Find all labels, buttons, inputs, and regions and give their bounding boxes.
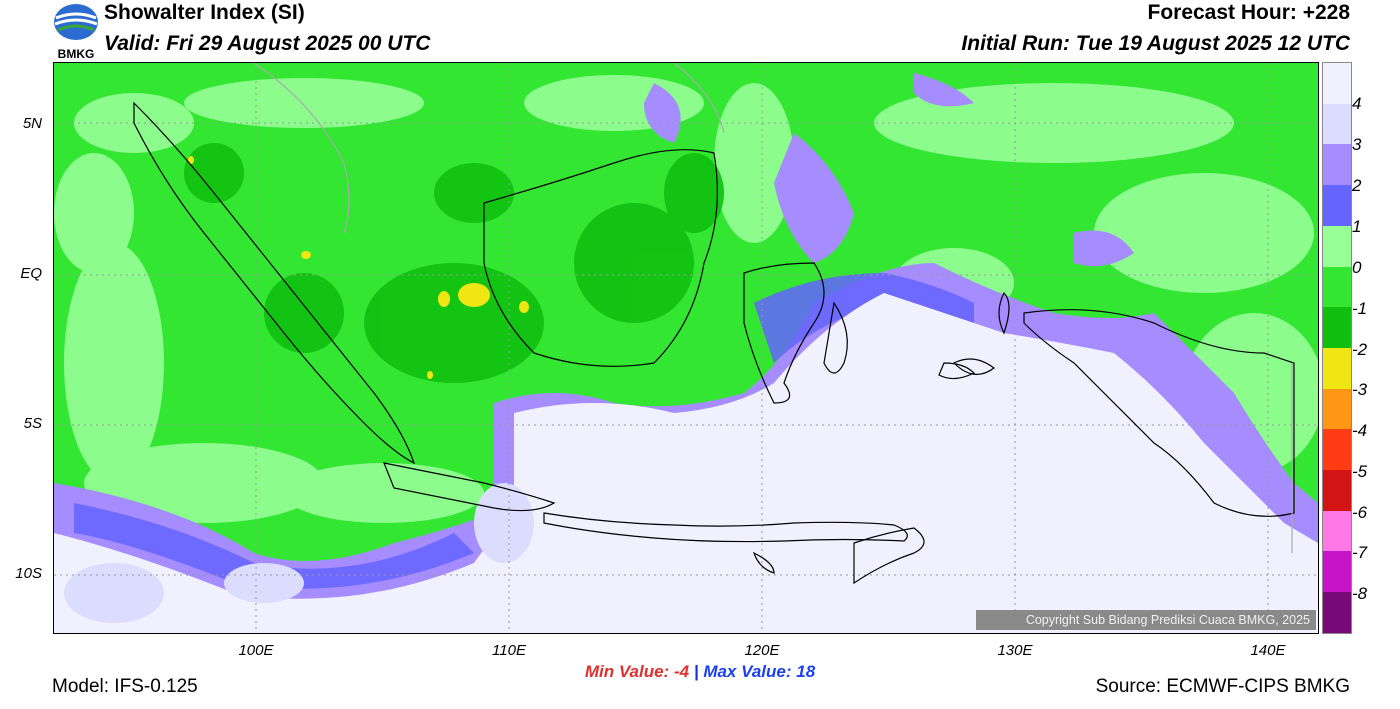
colorbar-swatch xyxy=(1323,144,1351,186)
lat-label: EQ xyxy=(20,265,42,282)
colorbar-label: -5 xyxy=(1352,462,1368,481)
valid-time: Valid: Fri 29 August 2025 00 UTC xyxy=(104,32,431,55)
colorbar-swatch xyxy=(1323,510,1351,552)
lat-label: 10S xyxy=(15,565,42,582)
bmkg-logo: BMKG xyxy=(54,4,98,60)
colorbar-label: 1 xyxy=(1352,217,1362,236)
colorbar-label: 0 xyxy=(1352,258,1362,277)
lon-label: 100E xyxy=(238,642,274,659)
forecast-hour: Forecast Hour: +228 xyxy=(1147,1,1351,24)
lon-label: 140E xyxy=(1250,642,1286,659)
colorbar-swatch xyxy=(1323,347,1351,389)
min-value: -4 xyxy=(673,662,690,681)
colorbar-label: 4 xyxy=(1352,94,1362,113)
min-label: Min Value: xyxy=(584,662,670,681)
chart-title: Showalter Index (SI) xyxy=(104,1,305,24)
colorbar-label: 2 xyxy=(1352,176,1362,195)
colorbar xyxy=(1322,62,1352,634)
colorbar-swatch xyxy=(1323,551,1351,593)
logo-text: BMKG xyxy=(58,47,95,60)
lon-label: 110E xyxy=(492,642,526,659)
max-label: Max Value: xyxy=(703,662,792,681)
colorbar-swatch xyxy=(1323,225,1351,267)
colorbar-label: 3 xyxy=(1352,135,1362,154)
min-max-values: Min Value: -4 | Max Value: 18 xyxy=(0,662,1400,682)
min-max-separator: | xyxy=(693,662,699,681)
colorbar-swatch xyxy=(1323,429,1351,471)
colorbar-swatch xyxy=(1323,592,1351,633)
colorbar-swatch xyxy=(1323,470,1351,511)
colorbar-label: -2 xyxy=(1352,340,1368,359)
lat-label: 5N xyxy=(22,115,42,132)
initial-run: Initial Run: Tue 19 August 2025 12 UTC xyxy=(961,32,1350,55)
colorbar-swatch xyxy=(1323,185,1351,226)
colorbar-label: -7 xyxy=(1352,543,1368,562)
lon-label: 130E xyxy=(997,642,1033,659)
max-value: 18 xyxy=(796,662,816,681)
colorbar-swatch xyxy=(1323,63,1351,104)
colorbar-label: -4 xyxy=(1352,421,1368,440)
copyright-notice: Copyright Sub Bidang Prediksi Cuaca BMKG… xyxy=(976,610,1316,630)
colorbar-label: -6 xyxy=(1352,503,1368,522)
colorbar-label: -8 xyxy=(1352,584,1368,603)
colorbar-swatch xyxy=(1323,266,1351,308)
colorbar-swatch xyxy=(1323,307,1351,348)
si-map xyxy=(53,62,1319,634)
lon-label: 120E xyxy=(744,642,780,659)
lat-label: 5S xyxy=(23,415,42,432)
colorbar-swatch xyxy=(1323,103,1351,145)
colorbar-label: -3 xyxy=(1352,380,1368,399)
colorbar-label: -1 xyxy=(1352,299,1368,318)
colorbar-swatch xyxy=(1323,388,1351,430)
source-info: Source: ECMWF-CIPS BMKG xyxy=(1095,676,1350,697)
model-info: Model: IFS-0.125 xyxy=(52,676,198,697)
